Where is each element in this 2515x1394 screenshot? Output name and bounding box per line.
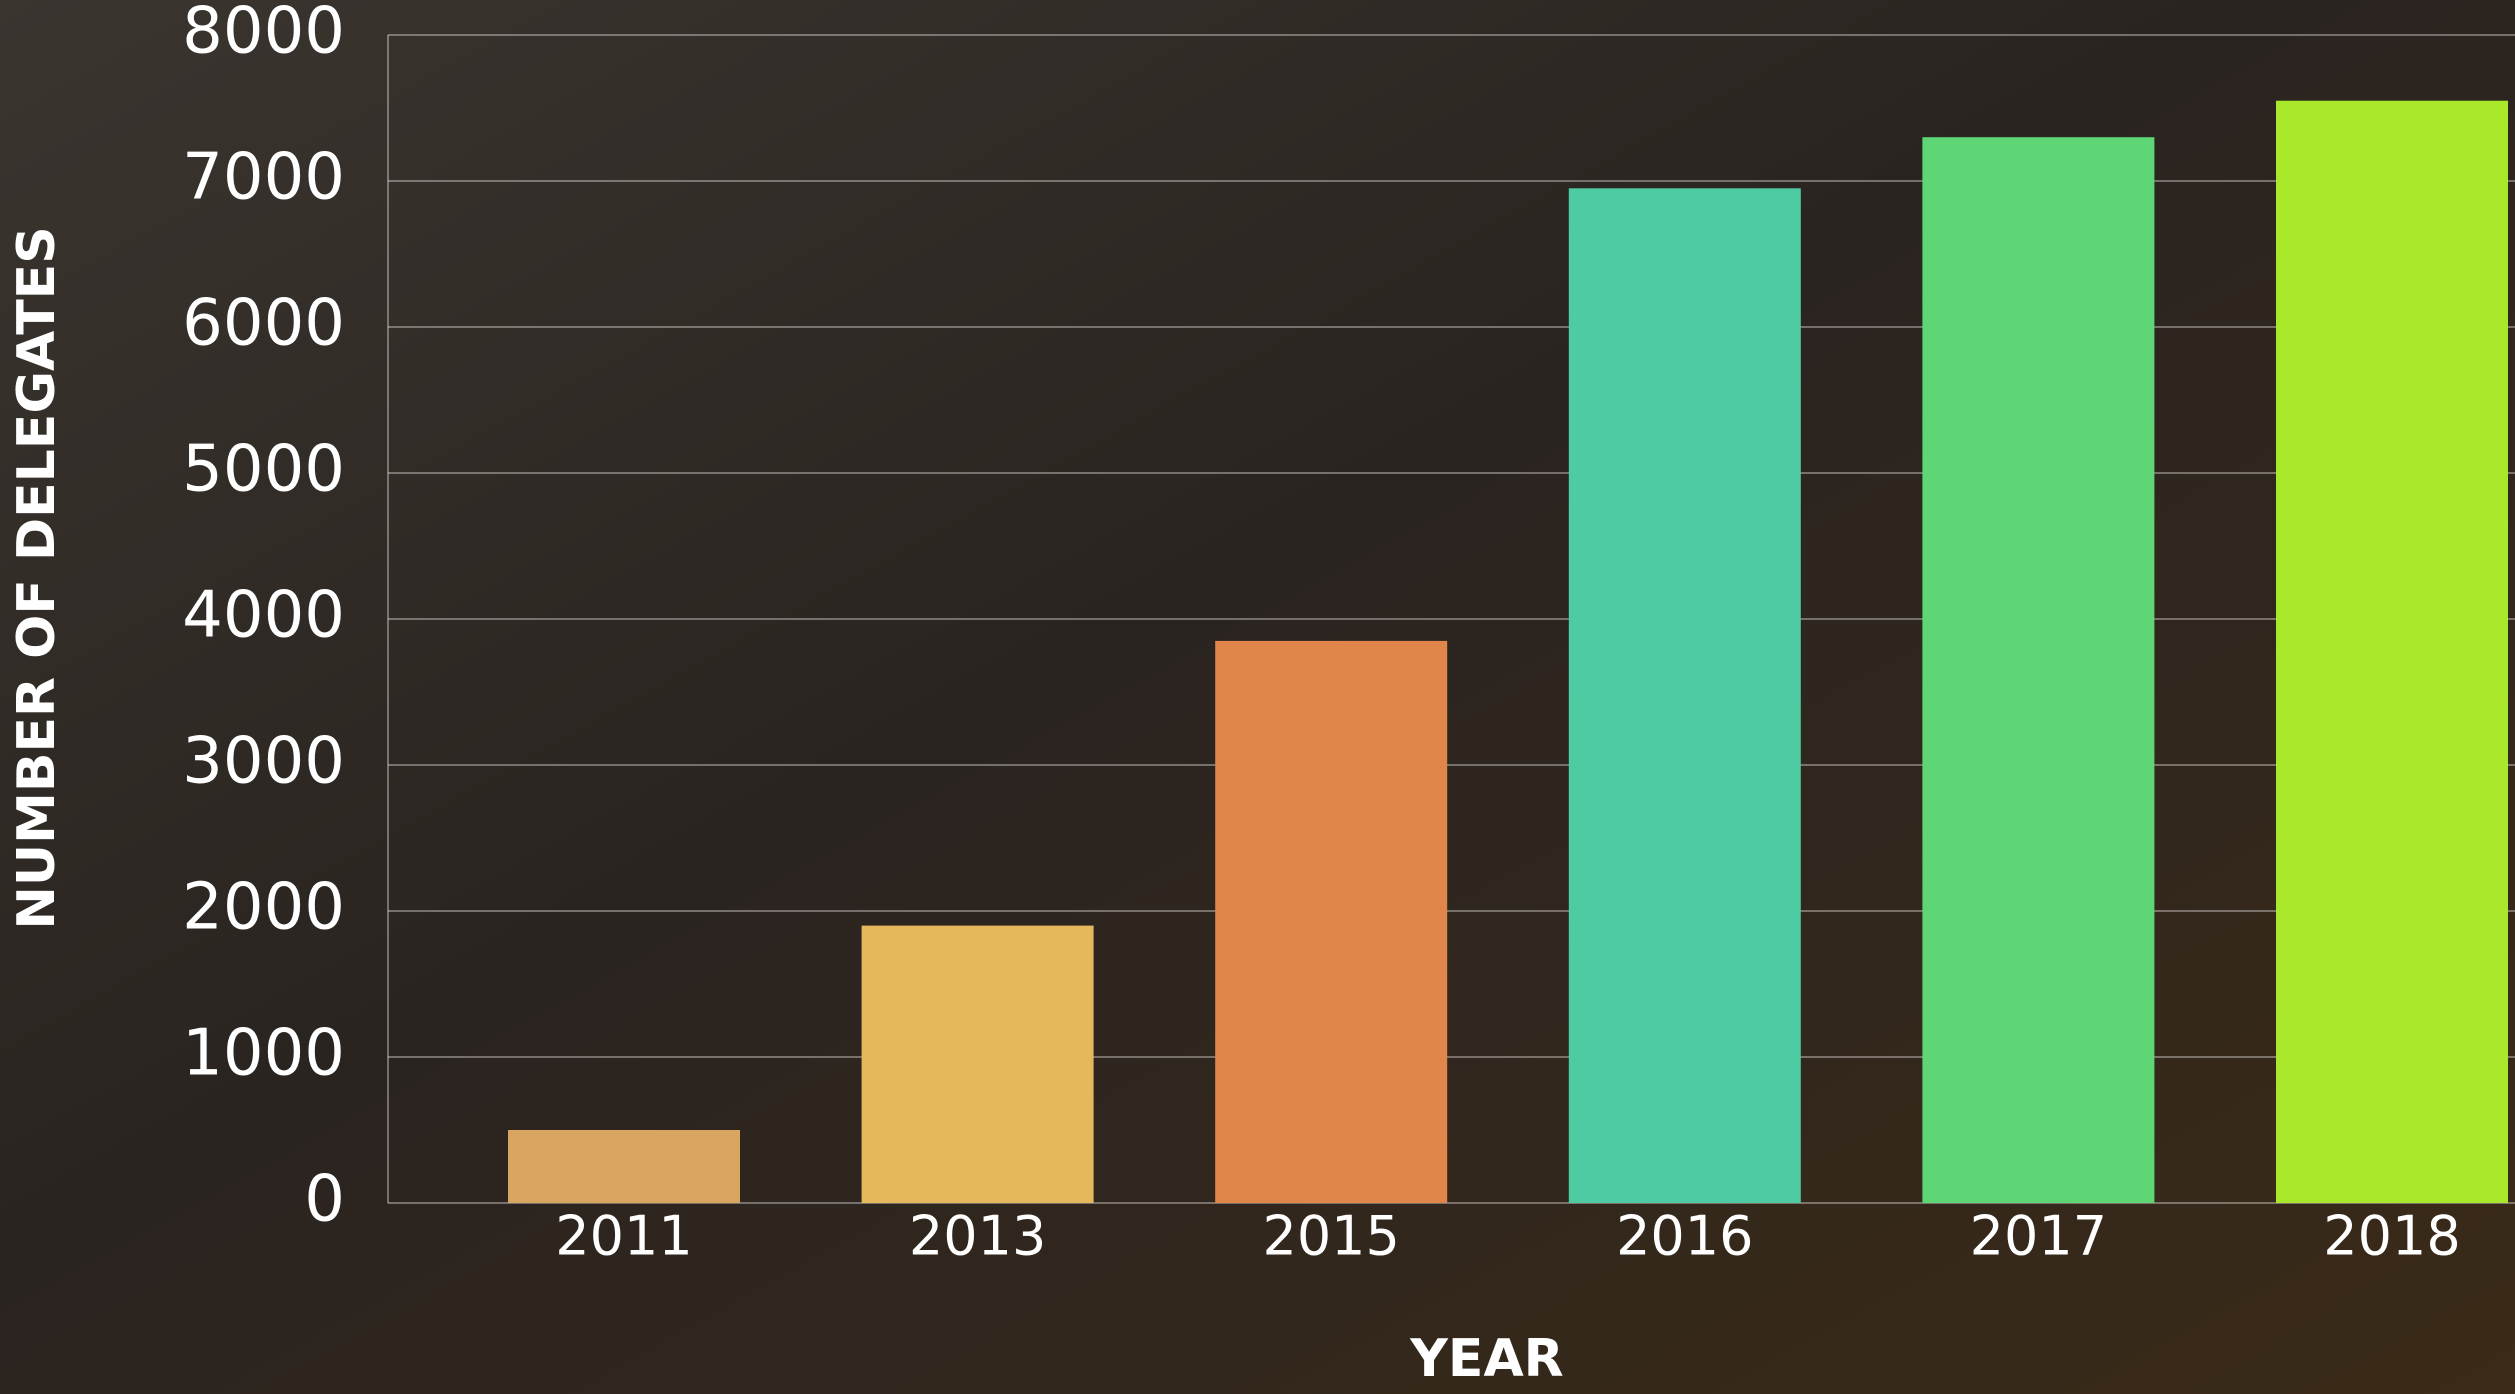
x-tick-label: 2013 [909,1205,1046,1268]
x-axis-title: YEAR [1409,1329,1563,1389]
y-axis-title: NUMBER OF DELEGATES [7,226,67,929]
y-tick-label: 6000 [182,287,345,361]
x-tick-label: 2016 [1616,1205,1753,1268]
bar [1215,640,1448,1203]
y-tick-label: 3000 [182,725,345,799]
y-tick-label: 1000 [182,1017,345,1091]
y-tick-label: 7000 [182,141,345,215]
y-tick-label: 4000 [182,579,345,653]
x-tick-label: 2011 [555,1205,692,1268]
y-tick-label: 0 [304,1163,345,1237]
y-tick-label: 2000 [182,871,345,945]
bar [2276,100,2508,1204]
y-tick-label: 5000 [182,433,345,507]
y-tick-label: 8000 [182,0,345,69]
bar [1568,188,1801,1204]
bar [861,925,1094,1203]
bar [1922,137,2155,1204]
x-tick-label: 2018 [2323,1205,2460,1268]
x-tick-label: 2015 [1262,1205,1399,1268]
bar [508,1130,740,1203]
x-tick-label: 2017 [1970,1205,2107,1268]
